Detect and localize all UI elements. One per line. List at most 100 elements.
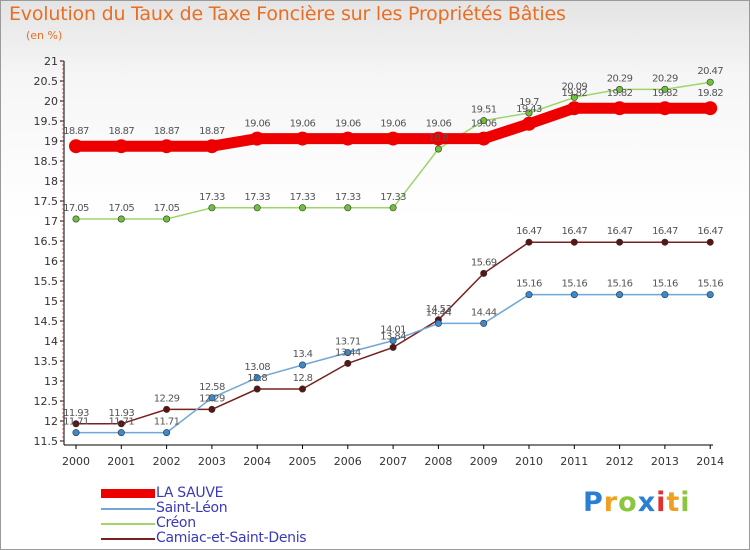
logo-letter: t xyxy=(666,487,681,518)
data-label: 20.09 xyxy=(561,81,587,92)
legend-swatch-la-sauve xyxy=(101,489,155,498)
data-point xyxy=(661,238,669,246)
data-label: 16.47 xyxy=(652,226,678,237)
data-label: 13.08 xyxy=(244,362,270,373)
data-point xyxy=(72,215,80,223)
data-label: 18.8 xyxy=(428,133,448,144)
data-point xyxy=(69,139,83,154)
data-point xyxy=(253,385,261,393)
data-point xyxy=(159,139,174,154)
x-tick-label: 2006 xyxy=(334,455,362,468)
x-tick-label: 2004 xyxy=(243,455,271,468)
data-label: 17.33 xyxy=(199,192,225,203)
data-label: 12.29 xyxy=(154,393,180,404)
x-tick-label: 2007 xyxy=(379,455,407,468)
x-tick-label: 2010 xyxy=(515,455,543,468)
data-point xyxy=(204,139,219,154)
data-label: 15.16 xyxy=(697,279,723,290)
data-point xyxy=(208,204,216,212)
data-label: 17.05 xyxy=(108,203,134,214)
data-label: 16.47 xyxy=(516,226,542,237)
data-point xyxy=(616,291,624,299)
data-point xyxy=(434,319,442,327)
data-label: 19.82 xyxy=(561,88,587,99)
data-point xyxy=(525,238,533,246)
data-point xyxy=(250,131,265,146)
data-label: 16.47 xyxy=(697,226,723,237)
data-label: 19.06 xyxy=(380,119,406,130)
data-point xyxy=(706,78,714,86)
data-label: 11.71 xyxy=(108,417,134,428)
y-tick-label: 17 xyxy=(44,215,58,228)
data-label: 17.33 xyxy=(335,192,361,203)
y-tick-label: 21 xyxy=(44,55,58,68)
data-label: 15.16 xyxy=(516,279,542,290)
x-tick-label: 2012 xyxy=(606,455,634,468)
data-point xyxy=(117,429,125,437)
data-label: 19.43 xyxy=(516,104,542,115)
y-tick-label: 15 xyxy=(44,295,58,308)
data-label: 16.47 xyxy=(607,226,633,237)
data-label: 19.82 xyxy=(652,88,678,99)
y-tick-label: 19.5 xyxy=(34,115,59,128)
data-label: 12.8 xyxy=(293,373,313,384)
data-point xyxy=(253,204,261,212)
chart-subtitle: (en %) xyxy=(26,29,63,42)
data-label: 19.51 xyxy=(471,105,497,116)
data-label: 14.44 xyxy=(426,307,452,318)
y-tick-label: 12.5 xyxy=(34,395,59,408)
data-point xyxy=(570,238,578,246)
x-tick-label: 2013 xyxy=(651,455,679,468)
data-point xyxy=(661,291,669,299)
data-label: 19.06 xyxy=(244,119,270,130)
data-point xyxy=(117,420,125,428)
data-point xyxy=(114,139,129,154)
data-label: 13.84 xyxy=(380,331,406,342)
logo-letter: i xyxy=(656,487,667,518)
logo-letter: P xyxy=(583,487,604,518)
data-point xyxy=(616,238,624,246)
data-point xyxy=(657,101,672,116)
y-tick-label: 14.5 xyxy=(34,315,59,328)
x-tick-label: 2005 xyxy=(289,455,317,468)
data-point xyxy=(389,337,397,345)
data-label: 15.69 xyxy=(471,257,497,268)
data-label: 12.29 xyxy=(199,393,225,404)
y-tick-label: 15.5 xyxy=(34,275,59,288)
data-point xyxy=(208,405,216,413)
x-tick-label: 2002 xyxy=(153,455,181,468)
data-point xyxy=(480,117,488,125)
data-label: 18.87 xyxy=(154,126,180,137)
data-point xyxy=(525,291,533,299)
logo-letter: x xyxy=(637,487,657,518)
y-tick-label: 19 xyxy=(44,135,58,148)
series-line-saint-leon xyxy=(75,293,711,434)
data-label: 11.93 xyxy=(108,408,134,419)
data-label: 19.06 xyxy=(290,119,316,130)
x-tick-label: 2000 xyxy=(62,455,90,468)
data-label: 13.71 xyxy=(335,337,361,348)
data-label: 12.8 xyxy=(247,373,267,384)
legend-label-camiac: Camiac-et-Saint-Denis xyxy=(156,530,307,546)
data-label: 19.06 xyxy=(426,119,452,130)
data-label: 19.82 xyxy=(697,88,723,99)
data-point xyxy=(476,131,491,146)
data-point xyxy=(480,269,488,277)
data-label: 17.33 xyxy=(290,192,316,203)
data-label: 19.06 xyxy=(335,119,361,130)
data-point xyxy=(344,359,352,367)
logo-letter: i xyxy=(680,487,691,518)
x-tick-label: 2009 xyxy=(470,455,498,468)
y-tick-label: 20.5 xyxy=(34,75,59,88)
legend-label-creon: Créon xyxy=(156,515,196,531)
data-point xyxy=(434,145,442,153)
data-label: 18.87 xyxy=(199,126,225,137)
data-label: 18.87 xyxy=(108,126,134,137)
legend-label-saint-leon: Saint-Léon xyxy=(156,500,228,516)
data-label: 17.33 xyxy=(380,192,406,203)
data-label: 15.16 xyxy=(652,279,678,290)
proxiti-logo: Proxiti xyxy=(583,487,691,518)
data-point xyxy=(661,85,669,93)
